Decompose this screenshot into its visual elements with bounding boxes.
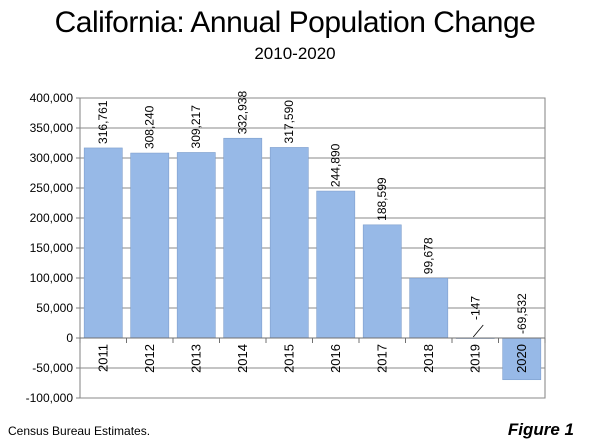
x-tick-label: 2019 [467, 344, 482, 373]
bar-2013 [176, 152, 216, 339]
bar-2020 [502, 337, 542, 381]
data-label: -69,532 [515, 293, 529, 334]
source-note: Census Bureau Estimates. [8, 424, 151, 438]
bar-2016 [316, 190, 356, 339]
data-label: 99,678 [422, 237, 436, 274]
x-tick-label: 2018 [421, 344, 436, 373]
bar-2014 [223, 137, 263, 339]
y-tick-label: 0 [66, 331, 73, 345]
data-label: 316,761 [96, 100, 110, 144]
figure-label: Figure 1 [507, 420, 574, 439]
axes [76, 97, 546, 399]
data-label: 332,938 [236, 91, 250, 135]
y-tick-label: 100,000 [30, 271, 74, 285]
data-label: 317,590 [282, 100, 296, 144]
y-tick-label: 200,000 [30, 211, 74, 225]
y-tick-label: -100,000 [26, 391, 74, 405]
bars [83, 137, 542, 381]
bar-2015 [269, 147, 309, 339]
y-tick-label: 250,000 [30, 181, 74, 195]
data-label: 309,217 [189, 105, 203, 149]
y-tick-label: 400,000 [30, 91, 74, 105]
chart-subtitle: 2010-2020 [254, 44, 336, 63]
bar-2012 [130, 152, 170, 339]
y-tick-label: 350,000 [30, 121, 74, 135]
x-tick-label: 2012 [142, 344, 157, 373]
bar-2017 [362, 224, 402, 339]
x-tick-label: 2015 [281, 344, 296, 373]
leader-line [472, 324, 484, 338]
data-label: 244,890 [329, 143, 343, 187]
bar-2018 [409, 277, 449, 339]
x-tick-label: 2011 [95, 344, 110, 372]
labels: -100,000 -50,000 0 50,000 100,000 150,000 200,… [26, 91, 529, 405]
data-label: 188,599 [375, 177, 389, 221]
y-tick-label: -50,000 [32, 361, 73, 375]
y-tick-label: 150,000 [30, 241, 74, 255]
bar-2011 [83, 147, 123, 339]
x-tick-label: 2016 [328, 344, 343, 373]
data-label: 308,240 [143, 105, 157, 149]
x-tick-label: 2020 [514, 344, 529, 373]
data-label: -147 [468, 296, 482, 320]
x-tick-label: 2017 [374, 344, 389, 373]
chart-title: California: Annual Population Change [54, 6, 536, 39]
y-tick-label: 300,000 [30, 151, 74, 165]
x-tick-label: 2013 [188, 344, 203, 373]
x-tick-label: 2014 [235, 344, 250, 373]
y-tick-label: 50,000 [36, 301, 73, 315]
